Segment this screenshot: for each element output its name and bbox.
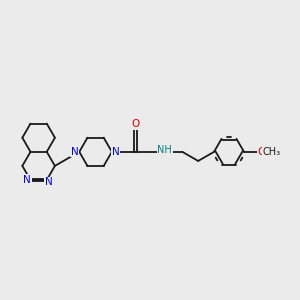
Text: N: N (71, 147, 79, 157)
Text: N: N (112, 147, 120, 157)
Text: O: O (257, 147, 266, 157)
Text: N: N (45, 177, 52, 187)
Text: NH: NH (158, 145, 172, 155)
Text: N: N (23, 175, 31, 185)
Text: CH₃: CH₃ (262, 147, 280, 157)
Text: O: O (132, 119, 140, 129)
